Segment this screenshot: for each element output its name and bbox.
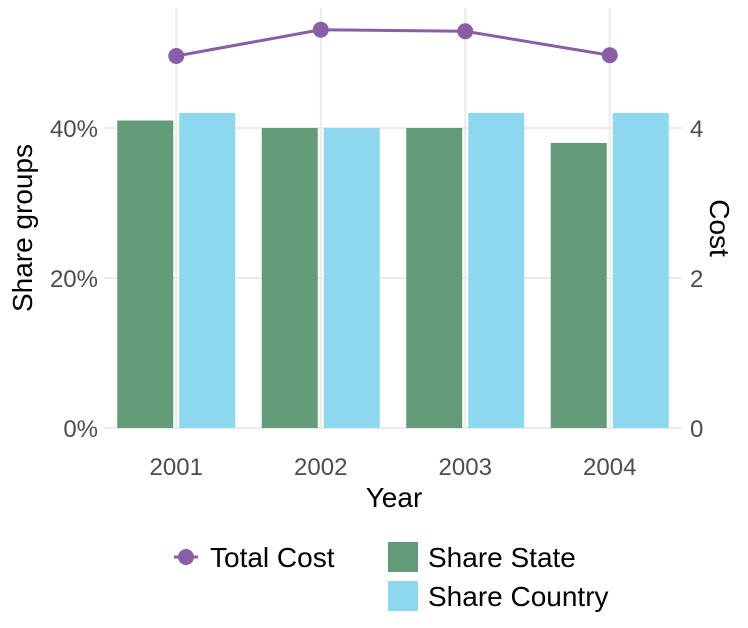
point-total-cost-2001 [168, 48, 185, 64]
point-total-cost-2004 [601, 47, 618, 64]
right-tick-label: 0 [690, 416, 703, 443]
cost-line [168, 21, 618, 64]
legend-point-swatch [178, 549, 194, 565]
bars [117, 113, 669, 428]
legend-item-total-cost: Total Cost [174, 542, 335, 573]
right-axis-title: Cost [704, 199, 735, 257]
x-axis-title: Year [366, 482, 423, 513]
bar-share-state-2001 [117, 120, 174, 428]
bar-share-country-2003 [468, 113, 525, 428]
left-tick-label: 0% [63, 416, 98, 443]
legend-label-total-cost: Total Cost [210, 542, 335, 573]
legend-label-share-state: Share State [428, 542, 576, 573]
line-total-cost [175, 28, 610, 58]
x-axis-ticks: 2001 2002 2003 2004 [150, 454, 637, 481]
point-total-cost-2003 [457, 23, 474, 40]
x-tick-label: 2003 [439, 454, 492, 481]
bar-share-state-2002 [261, 128, 318, 428]
left-tick-label: 20% [50, 266, 98, 293]
left-axis-ticks: 0% 20% 40% [50, 116, 98, 443]
bar-share-country-2001 [179, 113, 236, 428]
legend-item-share-state: Share State [388, 542, 576, 573]
bar-share-state-2004 [550, 143, 607, 428]
bar-share-country-2004 [612, 113, 669, 428]
right-tick-label: 4 [690, 116, 703, 143]
right-tick-label: 2 [690, 266, 703, 293]
bar-share-state-2003 [406, 128, 463, 428]
bar-share-country-2002 [323, 128, 380, 428]
point-total-cost-2002 [312, 21, 329, 38]
legend-swatch-share-country [388, 581, 418, 611]
x-tick-label: 2001 [150, 454, 203, 481]
legend-swatch-share-state [388, 542, 418, 572]
right-axis-ticks: 0 2 4 [690, 116, 703, 443]
left-axis-title: Share groups [7, 144, 38, 312]
left-tick-label: 40% [50, 116, 98, 143]
legend-item-share-country: Share Country [388, 581, 609, 612]
legend: Total Cost Share State Share Country [174, 542, 609, 612]
x-tick-label: 2002 [294, 454, 347, 481]
legend-label-share-country: Share Country [428, 581, 609, 612]
x-tick-label: 2004 [583, 454, 636, 481]
